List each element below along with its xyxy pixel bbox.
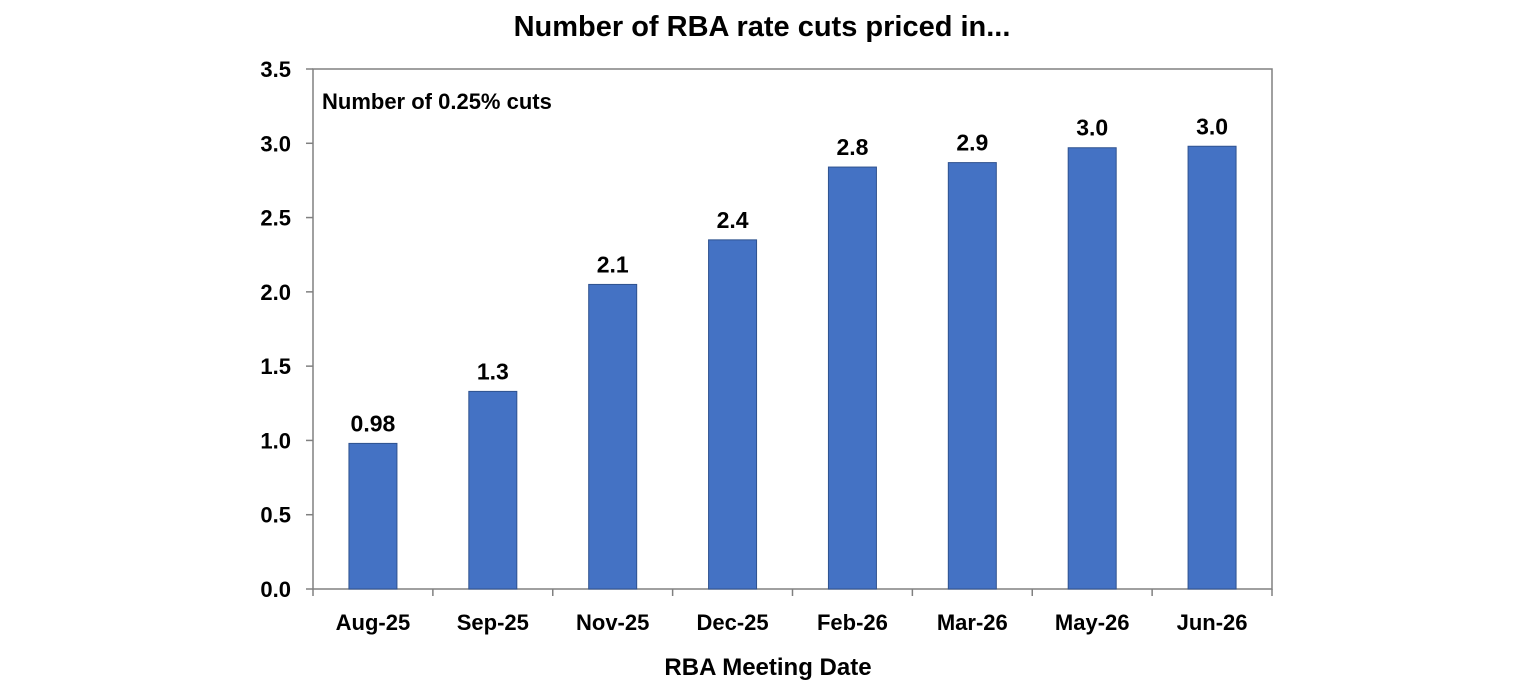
bar-Nov-25	[588, 283, 638, 590]
data-label: 0.98	[351, 410, 396, 436]
x-tick-label: Aug-25	[336, 610, 411, 635]
x-tick-label: Sep-25	[457, 610, 529, 635]
chart-title: Number of RBA rate cuts priced in...	[514, 11, 1011, 43]
y-tick-label: 0.0	[260, 577, 291, 602]
bar-Feb-26	[827, 166, 877, 590]
data-label: 2.9	[956, 130, 988, 156]
data-label: 2.1	[597, 251, 629, 277]
y-tick-label: 1.0	[260, 428, 291, 453]
data-labels: 0.98 1.3 2.1 2.4 2.8 2.9 3.0 3.0	[351, 113, 1229, 436]
y-axis: 0.0 0.5 1.0 1.5 2.0 2.5 3.0 3.5	[260, 57, 313, 602]
x-tick-label: Jun-26	[1177, 610, 1248, 635]
x-tick-label: Mar-26	[937, 610, 1008, 635]
x-tick-label: Feb-26	[817, 610, 888, 635]
y-tick-label: 2.5	[260, 206, 291, 231]
bar-Aug-25	[348, 442, 398, 590]
x-axis: Aug-25 Sep-25 Nov-25 Dec-25 Feb-26 Mar-26 May-…	[312, 589, 1273, 635]
bar-series	[348, 145, 1237, 590]
y-tick-label: 3.0	[260, 131, 291, 156]
data-label: 1.3	[477, 358, 509, 384]
data-label: 2.4	[717, 207, 749, 233]
data-label: 2.8	[836, 134, 868, 160]
y-tick-label: 0.5	[260, 503, 291, 528]
data-label: 3.0	[1076, 115, 1108, 141]
y-tick-label: 3.5	[260, 57, 291, 82]
chart-annotation: Number of 0.25% cuts	[322, 89, 552, 114]
bar-Jun-26	[1187, 145, 1237, 590]
bar-Sep-25	[468, 390, 518, 590]
bar-May-26	[1067, 147, 1117, 590]
x-tick-label: Nov-25	[576, 610, 649, 635]
x-tick-label: Dec-25	[696, 610, 768, 635]
plot-area	[312, 68, 1273, 590]
bar-Dec-25	[708, 239, 758, 590]
x-tick-label: May-26	[1055, 610, 1130, 635]
data-label: 3.0	[1196, 113, 1228, 139]
y-tick-label: 2.0	[260, 280, 291, 305]
bar-Mar-26	[947, 162, 997, 590]
x-axis-title: RBA Meeting Date	[664, 654, 871, 680]
y-tick-label: 1.5	[260, 354, 291, 379]
